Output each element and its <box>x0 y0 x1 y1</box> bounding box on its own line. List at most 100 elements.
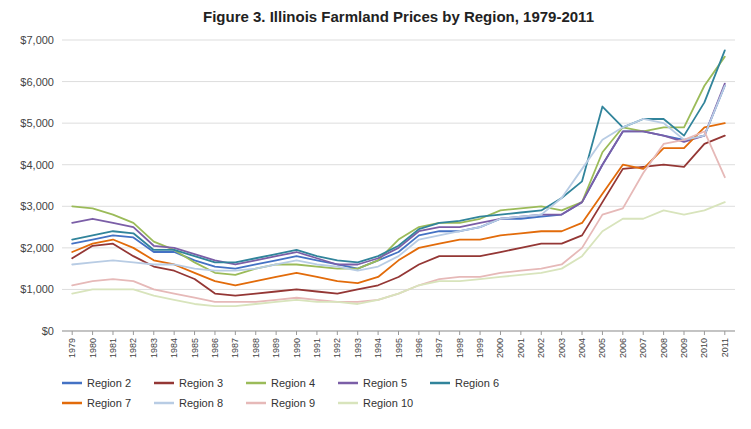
x-tick-label: 1985 <box>190 338 200 358</box>
legend-swatch <box>338 382 358 385</box>
x-tick-label: 1980 <box>88 338 98 358</box>
grid-line <box>62 206 735 207</box>
legend-label: Region 3 <box>179 377 223 389</box>
x-tick <box>92 331 93 335</box>
x-tick <box>643 331 644 335</box>
x-tick <box>194 331 195 335</box>
x-tick-label: 1990 <box>292 338 302 358</box>
series-line <box>72 86 725 269</box>
legend-label: Region 4 <box>271 377 315 389</box>
x-tick <box>520 331 521 335</box>
x-tick-label: 1981 <box>108 338 118 358</box>
x-tick-label: 1999 <box>475 338 485 358</box>
x-tick <box>418 331 419 335</box>
legend-swatch <box>246 382 266 385</box>
x-tick <box>174 331 175 335</box>
series-line <box>72 131 725 301</box>
legend-swatch <box>430 382 450 385</box>
x-tick <box>72 331 73 335</box>
x-tick <box>459 331 460 335</box>
legend-swatch <box>154 382 174 385</box>
x-tick <box>684 331 685 335</box>
x-tick <box>480 331 481 335</box>
x-tick <box>296 331 297 335</box>
y-tick-label: $6,000 <box>20 76 54 88</box>
legend-label: Region 9 <box>271 397 315 409</box>
x-tick <box>724 331 725 335</box>
x-tick <box>663 331 664 335</box>
x-tick-label: 1998 <box>455 338 465 358</box>
x-tick-label: 1988 <box>251 338 261 358</box>
x-tick <box>214 331 215 335</box>
x-tick <box>602 331 603 335</box>
legend-label: Region 7 <box>87 397 131 409</box>
x-tick <box>398 331 399 335</box>
x-tick <box>276 331 277 335</box>
lines <box>72 50 725 306</box>
legend-swatch <box>338 402 358 405</box>
x-tick <box>112 331 113 335</box>
x-tick-label: 2008 <box>659 338 669 358</box>
x-tick-label: 2006 <box>618 338 628 358</box>
x-tick-label: 1991 <box>312 338 322 358</box>
y-tick-label: $7,000 <box>20 34 54 46</box>
x-tick-label: 1979 <box>67 338 77 358</box>
legend-label: Region 2 <box>87 377 131 389</box>
x-tick-label: 2011 <box>720 338 730 357</box>
x-tick-label: 1994 <box>373 338 383 358</box>
series-line <box>72 123 725 285</box>
y-tick-label: $2,000 <box>20 242 54 254</box>
grid-line <box>62 81 735 82</box>
x-tick-label: 2000 <box>495 338 505 358</box>
x-tick <box>439 331 440 335</box>
x-tick-label: 2005 <box>597 338 607 358</box>
series-line <box>72 86 725 271</box>
x-tick <box>337 331 338 335</box>
chart: Figure 3. Illinois Farmland Prices by Re… <box>0 0 751 429</box>
y-tick-label: $5,000 <box>20 117 54 129</box>
x-tick <box>255 331 256 335</box>
x-tick <box>153 331 154 335</box>
legend-label: Region 5 <box>363 377 407 389</box>
y-tick-label: $3,000 <box>20 200 54 212</box>
x-tick <box>500 331 501 335</box>
x-tick-label: 1983 <box>149 338 159 358</box>
x-tick-label: 1986 <box>210 338 220 358</box>
legend-swatch <box>246 402 266 405</box>
y-grid <box>62 40 735 331</box>
series-line <box>72 84 725 265</box>
series-line <box>72 202 725 306</box>
grid-line <box>62 164 735 165</box>
legend-label: Region 10 <box>363 397 413 409</box>
x-tick-label: 2007 <box>638 338 648 358</box>
x-tick-label: 2001 <box>516 338 526 358</box>
x-tick-label: 1993 <box>353 338 363 358</box>
legend-label: Region 8 <box>179 397 223 409</box>
legend: Region 2 Region 3 Region 4 Region 5 Region 6… <box>62 377 499 409</box>
x-tick-label: 1989 <box>271 338 281 358</box>
x-tick <box>133 331 134 335</box>
x-tick-label: 1984 <box>169 338 179 358</box>
grid-line <box>62 289 735 290</box>
title: Figure 3. Illinois Farmland Prices by Re… <box>203 8 594 25</box>
x-tick <box>561 331 562 335</box>
series-line <box>72 136 725 296</box>
legend-swatch <box>62 382 82 385</box>
y-tick-label: $4,000 <box>20 159 54 171</box>
x-tick <box>541 331 542 335</box>
x-tick <box>704 331 705 335</box>
x-tick <box>622 331 623 335</box>
x-tick <box>582 331 583 335</box>
x-tick-label: 1995 <box>394 338 404 358</box>
x-tick <box>357 331 358 335</box>
x-tick-label: 1997 <box>434 338 444 358</box>
x-tick-label: 2010 <box>699 338 709 358</box>
y-tick-label: $0 <box>42 325 54 337</box>
x-tick-label: 1996 <box>414 338 424 358</box>
x-tick-label: 2009 <box>679 338 689 358</box>
series-line <box>72 50 725 262</box>
x-tick <box>235 331 236 335</box>
legend-label: Region 6 <box>455 377 499 389</box>
x-tick <box>316 331 317 335</box>
x-tick-label: 2004 <box>577 338 587 358</box>
